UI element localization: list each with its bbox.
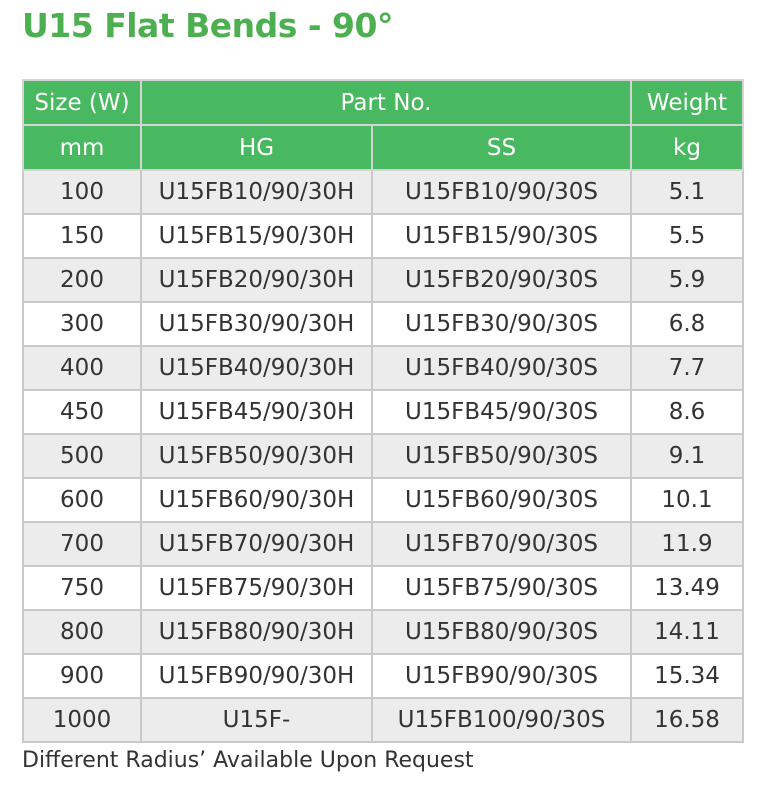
size-cell: 100: [22, 169, 142, 215]
ss-part-cell: U15FB60/90/30S: [371, 477, 632, 523]
hg-part-cell: U15FB60/90/30H: [140, 477, 373, 523]
ss-part-cell: U15FB75/90/30S: [371, 565, 632, 611]
ss-part-cell: U15FB100/90/30S: [371, 697, 632, 743]
table-body: 100 U15FB10/90/30H U15FB10/90/30S 5.1 150 U15…: [22, 169, 744, 743]
size-column-header: Size (W): [22, 79, 142, 126]
table-row: 150 U15FB15/90/30H U15FB15/90/30S 5.5: [22, 213, 744, 259]
table-row: 450 U15FB45/90/30H U15FB45/90/30S 8.6: [22, 389, 744, 435]
size-cell: 500: [22, 433, 142, 479]
table-row: 300 U15FB30/90/30H U15FB30/90/30S 6.8: [22, 301, 744, 347]
header-row-top: Size (W) Part No. Weight: [22, 79, 744, 126]
hg-part-cell: U15FB50/90/30H: [140, 433, 373, 479]
size-cell: 750: [22, 565, 142, 611]
weight-column-header: Weight: [630, 79, 744, 126]
hg-part-cell: U15FB90/90/30H: [140, 653, 373, 699]
hg-part-cell: U15FB40/90/30H: [140, 345, 373, 391]
ss-part-cell: U15FB90/90/30S: [371, 653, 632, 699]
ss-part-cell: U15FB80/90/30S: [371, 609, 632, 655]
ss-column-header: SS: [371, 124, 632, 171]
table-row: 200 U15FB20/90/30H U15FB20/90/30S 5.9: [22, 257, 744, 303]
header-row-sub: mm HG SS kg: [22, 124, 744, 171]
size-cell: 450: [22, 389, 142, 435]
size-cell: 800: [22, 609, 142, 655]
size-cell: 150: [22, 213, 142, 259]
table-row: 600 U15FB60/90/30H U15FB60/90/30S 10.1: [22, 477, 744, 523]
ss-part-cell: U15FB20/90/30S: [371, 257, 632, 303]
page-title: U15 Flat Bends - 90°: [22, 6, 393, 45]
ss-part-cell: U15FB30/90/30S: [371, 301, 632, 347]
weight-cell: 13.49: [630, 565, 744, 611]
ss-part-cell: U15FB10/90/30S: [371, 169, 632, 215]
table-row: 100 U15FB10/90/30H U15FB10/90/30S 5.1: [22, 169, 744, 215]
hg-part-cell: U15FB70/90/30H: [140, 521, 373, 567]
table-row: 750 U15FB75/90/30H U15FB75/90/30S 13.49: [22, 565, 744, 611]
weight-cell: 6.8: [630, 301, 744, 347]
weight-cell: 15.34: [630, 653, 744, 699]
weight-cell: 16.58: [630, 697, 744, 743]
hg-part-cell: U15FB15/90/30H: [140, 213, 373, 259]
weight-cell: 9.1: [630, 433, 744, 479]
weight-unit-header: kg: [630, 124, 744, 171]
hg-column-header: HG: [140, 124, 373, 171]
weight-cell: 8.6: [630, 389, 744, 435]
table-row: 700 U15FB70/90/30H U15FB70/90/30S 11.9: [22, 521, 744, 567]
weight-cell: 14.11: [630, 609, 744, 655]
weight-cell: 7.7: [630, 345, 744, 391]
hg-part-cell: U15FB20/90/30H: [140, 257, 373, 303]
weight-cell: 11.9: [630, 521, 744, 567]
weight-cell: 5.5: [630, 213, 744, 259]
ss-part-cell: U15FB15/90/30S: [371, 213, 632, 259]
table-row: 400 U15FB40/90/30H U15FB40/90/30S 7.7: [22, 345, 744, 391]
size-unit-header: mm: [22, 124, 142, 171]
table-row: 900 U15FB90/90/30H U15FB90/90/30S 15.34: [22, 653, 744, 699]
weight-cell: 5.1: [630, 169, 744, 215]
table-row: 500 U15FB50/90/30H U15FB50/90/30S 9.1: [22, 433, 744, 479]
hg-part-cell: U15F-: [140, 697, 373, 743]
ss-part-cell: U15FB70/90/30S: [371, 521, 632, 567]
weight-cell: 5.9: [630, 257, 744, 303]
size-cell: 200: [22, 257, 142, 303]
size-cell: 600: [22, 477, 142, 523]
weight-cell: 10.1: [630, 477, 744, 523]
ss-part-cell: U15FB50/90/30S: [371, 433, 632, 479]
size-cell: 900: [22, 653, 142, 699]
footnote: Different Radius’ Available Upon Request: [22, 748, 474, 773]
hg-part-cell: U15FB10/90/30H: [140, 169, 373, 215]
hg-part-cell: U15FB80/90/30H: [140, 609, 373, 655]
table-header: Size (W) Part No. Weight mm HG SS kg: [22, 79, 744, 171]
part-no-column-header: Part No.: [140, 79, 632, 126]
ss-part-cell: U15FB40/90/30S: [371, 345, 632, 391]
size-cell: 400: [22, 345, 142, 391]
hg-part-cell: U15FB45/90/30H: [140, 389, 373, 435]
size-cell: 700: [22, 521, 142, 567]
flat-bends-table: Size (W) Part No. Weight mm HG SS kg 100…: [22, 79, 744, 743]
hg-part-cell: U15FB75/90/30H: [140, 565, 373, 611]
table-row: 1000 U15F- U15FB100/90/30S 16.58: [22, 697, 744, 743]
size-cell: 300: [22, 301, 142, 347]
ss-part-cell: U15FB45/90/30S: [371, 389, 632, 435]
hg-part-cell: U15FB30/90/30H: [140, 301, 373, 347]
size-cell: 1000: [22, 697, 142, 743]
table-row: 800 U15FB80/90/30H U15FB80/90/30S 14.11: [22, 609, 744, 655]
